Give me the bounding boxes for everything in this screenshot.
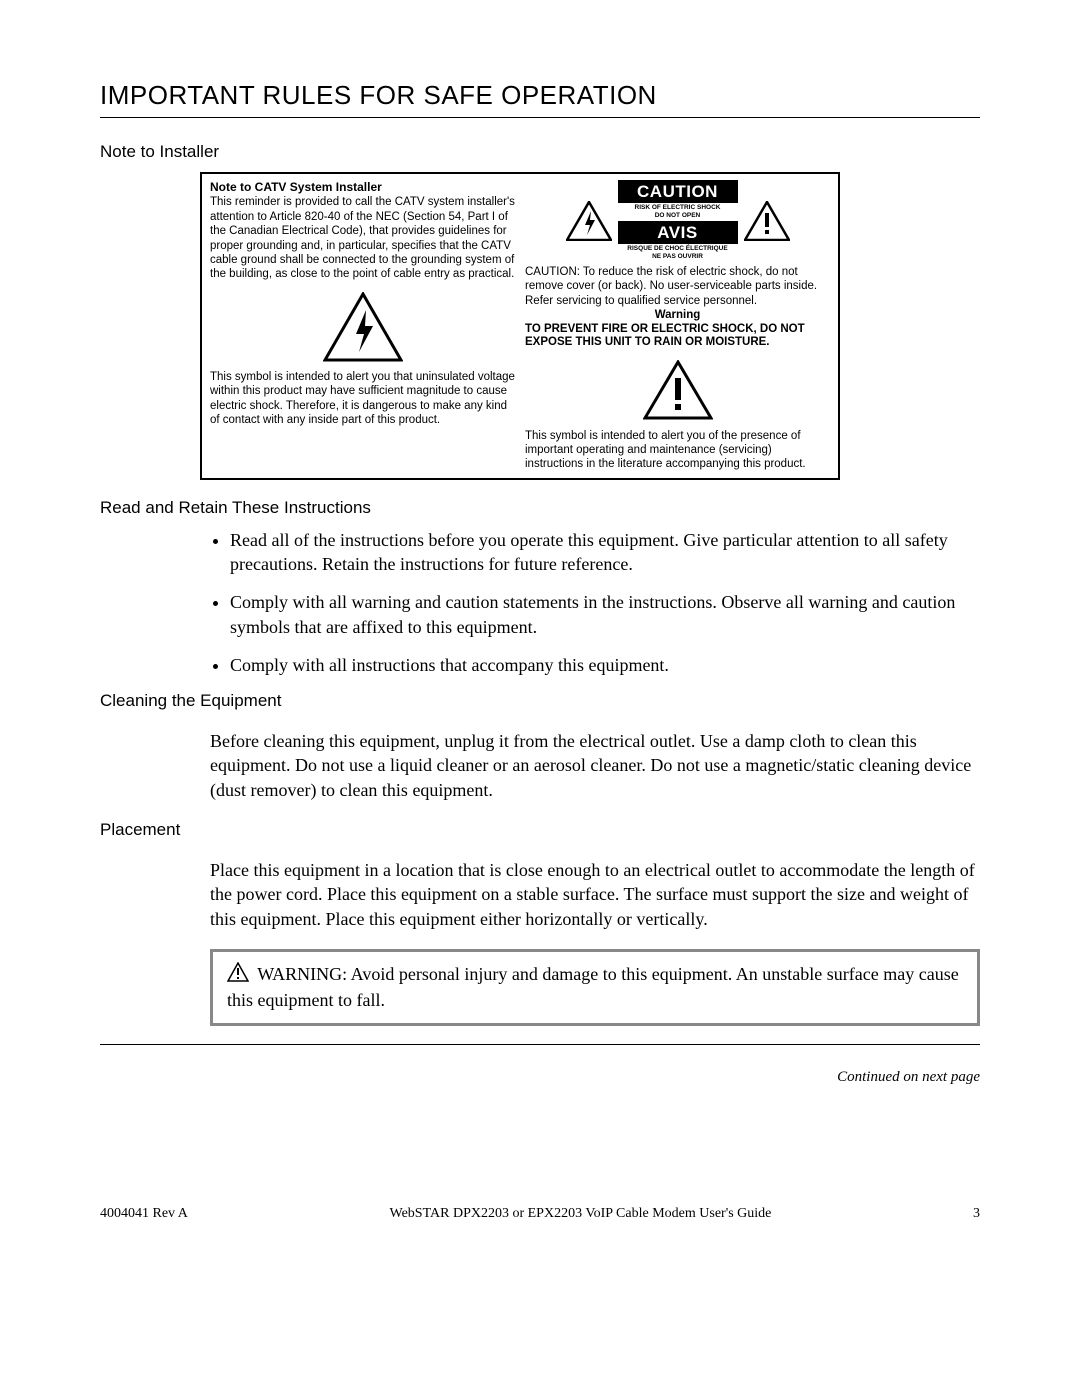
- excl-triangle: [525, 360, 830, 424]
- footer-center: WebSTAR DPX2203 or EPX2203 VoIP Cable Mo…: [188, 1206, 973, 1222]
- catv-head: Note to CATV System Installer: [210, 180, 382, 194]
- warning-body: TO PREVENT FIRE OR ELECTRIC SHOCK, DO NO…: [525, 323, 830, 351]
- caution-sub-b: DO NOT OPEN: [618, 212, 738, 219]
- footer-right: 3: [973, 1206, 980, 1222]
- warning-panel-text: WARNING: Avoid personal injury and damag…: [227, 964, 959, 1010]
- caution-sub-a: RISK OF ELECTRIC SHOCK: [618, 204, 738, 211]
- footer-left: 4004041 Rev A: [100, 1206, 188, 1222]
- list-item: Comply with all warning and caution stat…: [230, 590, 980, 639]
- catv-column: Note to CATV System Installer This remin…: [210, 180, 515, 472]
- subhead-placement: Placement: [100, 820, 980, 840]
- warning-head: Warning: [525, 308, 830, 322]
- avis-bar: AVIS: [618, 221, 738, 244]
- excl-symbol-text: This symbol is intended to alert you of …: [525, 430, 806, 471]
- shock-symbol-text: This symbol is intended to alert you tha…: [210, 371, 515, 426]
- list-item: Read all of the instructions before you …: [230, 528, 980, 577]
- avis-sub-b: NE PAS OUVRIR: [618, 253, 738, 260]
- warning-panel: WARNING: Avoid personal injury and damag…: [210, 949, 980, 1026]
- caution-text: CAUTION: To reduce the risk of electric …: [525, 265, 830, 308]
- catv-body: This reminder is provided to call the CA…: [210, 196, 515, 280]
- shock-triangle: [210, 292, 515, 366]
- page-footer: 4004041 Rev A WebSTAR DPX2203 or EPX2203…: [100, 1206, 980, 1222]
- caution-row: CAUTION RISK OF ELECTRIC SHOCK DO NOT OP…: [525, 180, 830, 261]
- bolt-icon: [566, 201, 612, 241]
- subhead-cleaning: Cleaning the Equipment: [100, 691, 980, 711]
- excl-icon: [744, 201, 790, 241]
- list-item: Comply with all instructions that accomp…: [230, 653, 980, 677]
- caution-column: CAUTION RISK OF ELECTRIC SHOCK DO NOT OP…: [525, 180, 830, 472]
- instruction-list: Read all of the instructions before you …: [210, 528, 980, 677]
- page-title: IMPORTANT RULES FOR SAFE OPERATION: [100, 80, 980, 111]
- placement-paragraph: Place this equipment in a location that …: [210, 858, 980, 931]
- title-rule: [100, 117, 980, 118]
- continued-text: Continued on next page: [100, 1069, 980, 1086]
- avis-sub-a: RISQUE DE CHOC ÉLECTRIQUE: [618, 245, 738, 252]
- caution-bar: CAUTION: [618, 180, 738, 203]
- installer-info-box: Note to CATV System Installer This remin…: [200, 172, 840, 480]
- subhead-installer: Note to Installer: [100, 142, 980, 162]
- warning-panel-icon: [227, 962, 249, 988]
- subhead-read: Read and Retain These Instructions: [100, 498, 980, 518]
- bottom-rule: [100, 1044, 980, 1045]
- cleaning-paragraph: Before cleaning this equipment, unplug i…: [210, 729, 980, 802]
